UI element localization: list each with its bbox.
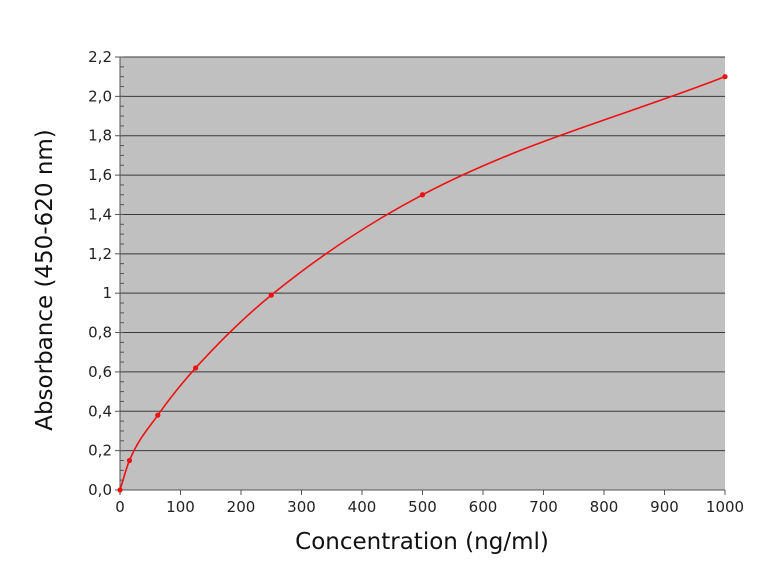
x-tick-label-0: 0 xyxy=(115,498,125,516)
y-tick-label-11: 2,2 xyxy=(88,48,112,66)
y-tick-label-7: 1,4 xyxy=(88,205,112,223)
grid-lines xyxy=(120,56,725,452)
x-tick-label-4: 400 xyxy=(348,498,377,516)
x-tick-label-10: 1000 xyxy=(706,498,744,516)
y-tick-label-2: 0,4 xyxy=(88,402,112,420)
data-point-0-4 xyxy=(268,292,274,298)
x-tick-label-8: 800 xyxy=(590,498,619,516)
x-tick-label-6: 600 xyxy=(469,498,498,516)
data-point-0-6 xyxy=(722,74,728,80)
x-tick-label-3: 300 xyxy=(287,498,316,516)
y-tick-label-1: 0,2 xyxy=(88,442,112,460)
x-tick-label-5: 500 xyxy=(408,498,437,516)
y-tick-label-10: 2,0 xyxy=(88,87,112,105)
y-axis-title: Absorbance (450-620 nm) xyxy=(32,129,58,431)
x-axis-ticks: 0 100 200 300 400 500 600 700 800 900 1000 xyxy=(115,490,744,516)
series-line-0 xyxy=(119,75,726,491)
series-layer xyxy=(117,74,728,493)
data-point-0-5 xyxy=(419,192,426,198)
x-axis-title: Concentration (ng/ml) xyxy=(295,529,549,555)
y-tick-label-5: 1 xyxy=(102,284,112,302)
x-tick-label-1: 100 xyxy=(166,498,195,516)
x-tick-label-2: 200 xyxy=(227,498,256,516)
x-tick-label-7: 700 xyxy=(529,498,558,516)
data-point-0-2 xyxy=(155,412,161,418)
y-tick-label-3: 0,6 xyxy=(88,363,112,381)
y-tick-label-4: 0,8 xyxy=(88,324,112,342)
y-axis-ticks: 0,0 0,2 0,4 0,6 0,8 1 1,2 1,4 1,6 1,8 2,0 2,2 xyxy=(88,48,120,499)
data-point-0-3 xyxy=(193,365,199,371)
x-tick-label-9: 900 xyxy=(650,498,679,516)
y-tick-label-0: 0,0 xyxy=(88,481,112,499)
y-tick-label-6: 1,2 xyxy=(88,245,112,263)
plot-background xyxy=(120,57,725,490)
y-tick-label-8: 1,6 xyxy=(88,166,112,184)
data-point-0-0 xyxy=(117,487,123,493)
y-tick-label-9: 1,8 xyxy=(88,127,112,145)
data-point-0-1 xyxy=(126,457,133,464)
